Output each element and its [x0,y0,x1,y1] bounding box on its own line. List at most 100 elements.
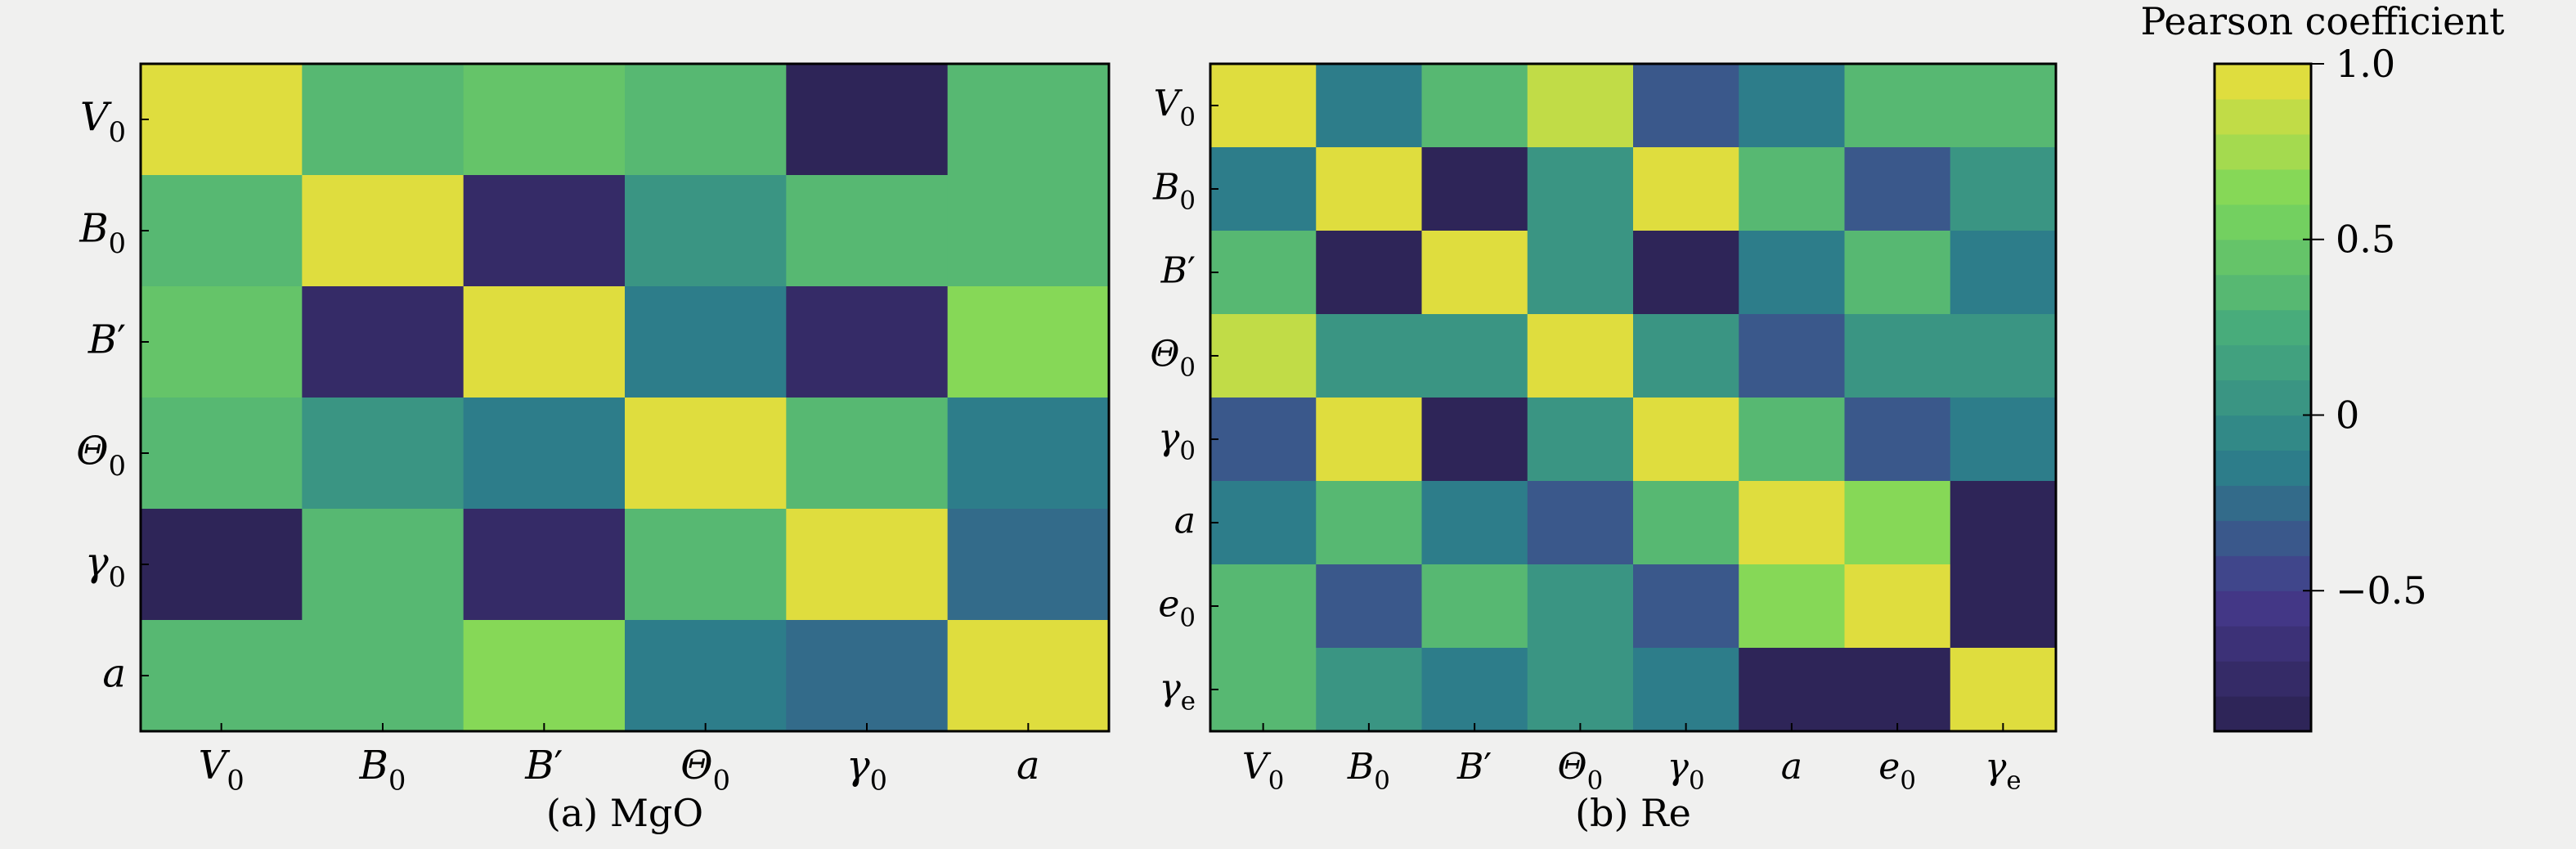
heatmap-cell [947,398,1110,510]
colorbar-level [2215,696,2311,732]
heatmap-cell [1739,648,1845,732]
y-tick-label: B0 [1152,166,1196,215]
colorbar-level [2215,239,2311,276]
heatmap-cell [1316,314,1422,398]
heatmap-cell [1421,564,1528,649]
heatmap-cell [1844,398,1951,482]
colorbar-level [2215,626,2311,662]
colorbar-level [2215,485,2311,521]
heatmap-cell [141,175,303,287]
heatmap-cell [463,64,626,176]
heatmap-cell [1844,648,1951,732]
heatmap-cell [1421,64,1528,148]
heatmap-cell [1316,231,1422,315]
heatmap-cell [1633,64,1739,148]
heatmap-cell [1739,231,1845,315]
heatmap-cell [463,286,626,398]
heatmap-cell [1950,147,2057,231]
heatmap-cell [302,64,464,176]
x-tick-label: Θ0 [1558,746,1604,795]
heatmap-cell [463,620,626,732]
heatmap-cell [1739,64,1845,148]
y-tick-label: e0 [1158,583,1196,632]
heatmap-cell [786,620,949,732]
colorbar-level [2215,661,2311,697]
colorbar-level [2215,591,2311,627]
heatmap-cell [1633,231,1739,315]
y-tick-label: a [1174,500,1196,541]
heatmap-cell [1527,398,1634,482]
heatmap-cell [1210,564,1317,649]
heatmap-cell [1633,314,1739,398]
heatmap-cell [625,509,787,621]
x-tick-label: B0 [1347,746,1390,795]
x-tick-label: γ0 [846,743,887,796]
heatmap-cell [1739,147,1845,231]
colorbar-title: Pearson coefficient [2141,0,2505,43]
heatmap-cell [463,509,626,621]
heatmap-cell [1527,64,1634,148]
heatmap-cell [1739,564,1845,649]
heatmap-cell [1950,564,2057,649]
heatmap-cell [1527,231,1634,315]
heatmap-cell [141,398,303,510]
x-tick-label: Θ0 [680,743,730,796]
y-tick-label: V0 [80,94,126,147]
colorbar-level [2215,64,2311,100]
heatmap-cell [1844,147,1951,231]
heatmap-cell [625,64,787,176]
heatmap-cell [947,64,1110,176]
colorbar-level [2215,555,2311,591]
heatmap-cell [141,286,303,398]
y-tick-label: Θ0 [76,428,126,481]
heatmap-cell [1950,398,2057,482]
heatmap-cell [1844,314,1951,398]
heatmap-cell [1421,314,1528,398]
heatmap-cell [1316,398,1422,482]
heatmap-cell [1421,231,1528,315]
heatmap-cell [1739,398,1845,482]
heatmap-cell [1316,648,1422,732]
colorbar-tick-label: 0.5 [2336,218,2395,262]
colorbar-level [2215,168,2311,205]
heatmap-cell [1421,147,1528,231]
colorbar-level [2215,133,2311,170]
colorbar-level [2215,380,2311,416]
heatmap-cell [625,398,787,510]
colorbar-level [2215,274,2311,311]
heatmap-cell [1316,147,1422,231]
heatmap-cell [141,509,303,621]
heatmap-cell [625,286,787,398]
heatmap-cell [1210,231,1317,315]
x-tick-label: e0 [1878,746,1916,795]
heatmap-cell [947,286,1110,398]
heatmap-cell [1633,481,1739,565]
heatmap-cell [1844,231,1951,315]
heatmap-cell [1316,64,1422,148]
heatmap-cell [786,175,949,287]
panel-caption: (b) Re [1575,791,1691,835]
x-tick-label: a [1781,746,1802,788]
x-tick-label: a [1016,743,1040,788]
heatmap-cell [1527,147,1634,231]
colorbar-level [2215,309,2311,346]
y-tick-label: B0 [79,205,126,258]
heatmap-cell [947,175,1110,287]
y-tick-label: γ0 [85,539,126,592]
colorbar-tick-label: 1.0 [2336,42,2395,86]
heatmap-cell [463,175,626,287]
heatmap-cell [302,398,464,510]
heatmap-cell [1739,314,1845,398]
heatmap-cell [1844,564,1951,649]
heatmap-cell [625,175,787,287]
heatmap-cell [1844,64,1951,148]
x-tick-label: γe [1985,746,2022,795]
heatmap-panel-a: V0 V0 B0 B0 B′ B′ Θ0 Θ0 γ0 γ0 a a (a) MgO [76,62,1111,835]
heatmap-cell [1950,314,2057,398]
heatmap-panel-b: V0 V0 B0 B0 B′ B′ Θ0 Θ0 γ0 γ0 a a e0 e0 γe γe (b) Re [1150,62,2058,835]
y-tick-label: Θ0 [1150,333,1196,382]
colorbar-level [2215,450,2311,486]
heatmap-cell [1950,481,2057,565]
heatmap-cell [786,286,949,398]
heatmap-cell [141,64,303,176]
